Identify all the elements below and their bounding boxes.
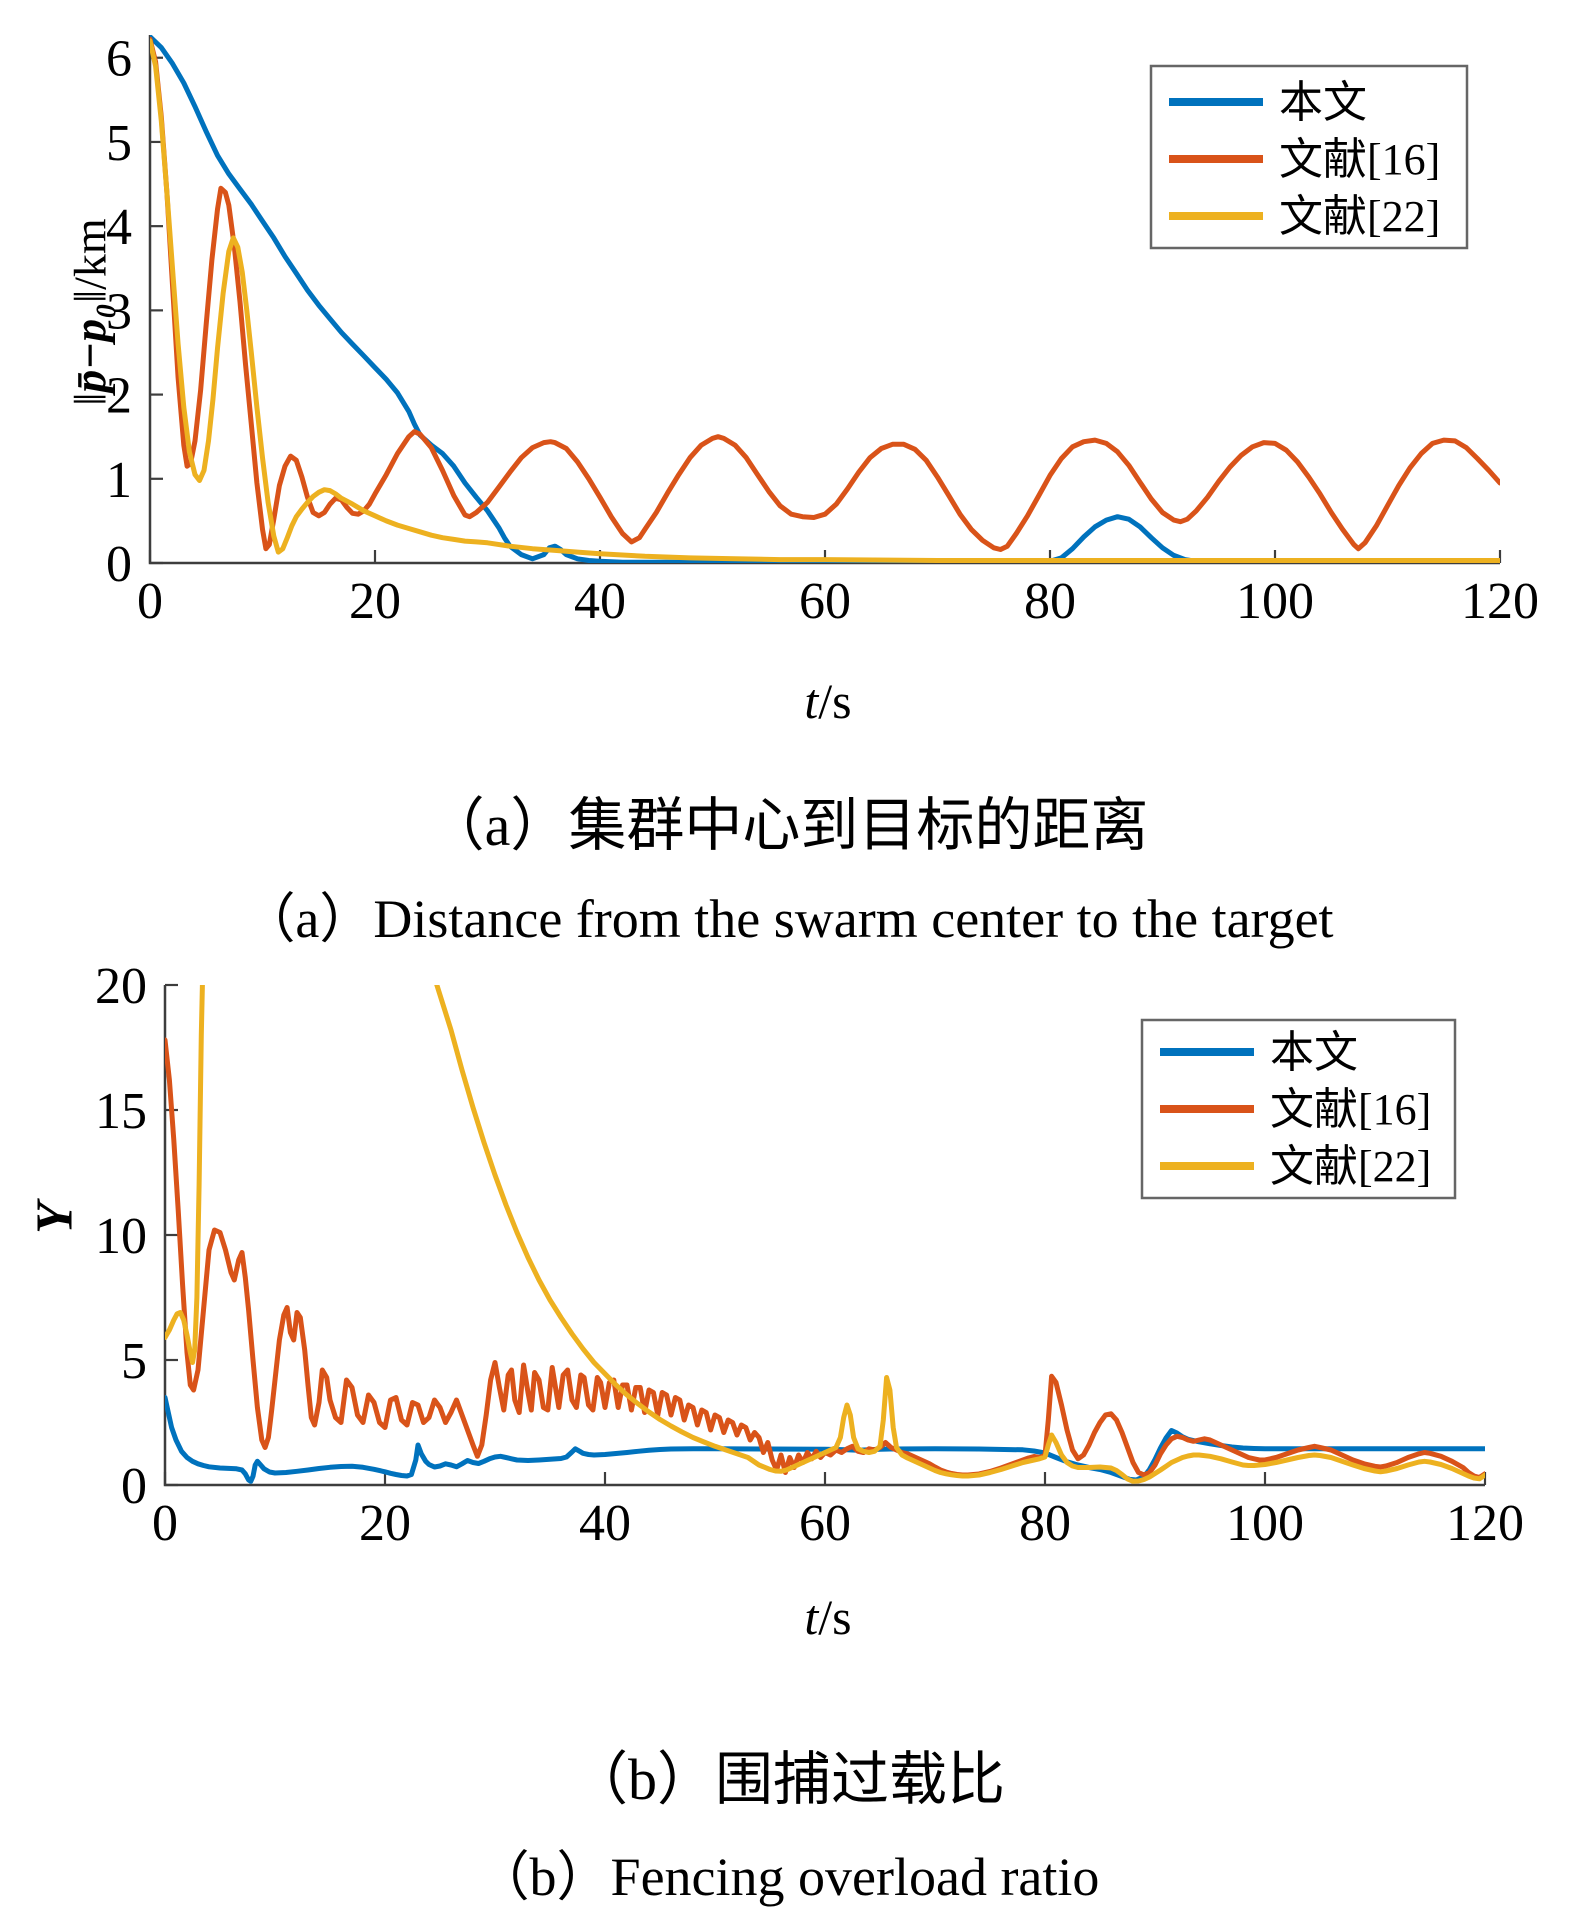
y-tick-label: 5 [121,1333,147,1390]
ylabel-a-norm-open: ‖ [64,392,116,406]
x-tick-label: 100 [1226,1495,1304,1552]
xlabel-a-unit: /s [818,673,852,729]
y-tick-label: 5 [106,115,132,172]
caption-a-english: （a）Distance from the swarm center to the… [241,889,1334,949]
x-tick-label: 80 [1024,573,1076,630]
xlabel-a-variable: t [804,673,819,729]
chart-b-y-axis-label: Υ [26,1202,85,1234]
xlabel-b-variable: t [804,1589,819,1645]
chart-b-x-axis-label: t/s [804,1588,851,1646]
legend-label-0: 本文 [1279,78,1367,127]
series-line-2 [150,38,1500,563]
series-line-0 [150,35,1500,563]
y-tick-label: 15 [95,1083,147,1140]
x-tick-label: 40 [579,1495,631,1552]
legend-label-1: 文献[16] [1270,1085,1431,1134]
x-tick-label: 80 [1019,1495,1071,1552]
x-tick-label: 120 [1446,1495,1524,1552]
x-tick-label: 60 [799,573,851,630]
ylabel-a-variable: p̄−p₀ [64,302,116,393]
x-tick-label: 40 [574,573,626,630]
y-tick-label: 1 [106,452,132,509]
x-tick-label: 100 [1236,573,1314,630]
xlabel-b-unit: /s [818,1589,852,1645]
series-line-1 [165,1037,1485,1480]
y-tick-label: 4 [106,199,132,256]
x-tick-label: 0 [152,1495,178,1552]
y-tick-label: 10 [95,1208,147,1265]
legend-label-2: 文献[22] [1279,192,1440,241]
y-tick-label: 2 [106,368,132,425]
y-tick-label: 0 [106,536,132,593]
x-tick-label: 20 [359,1495,411,1552]
ylabel-a-unit: ‖/km [64,218,116,303]
series-line-2 [165,985,1485,1484]
x-tick-label: 0 [137,573,163,630]
caption-b-english: （b）Fencing overload ratio [475,1847,1100,1907]
chart-a-y-axis-label: ‖p̄−p₀‖/km [64,218,117,405]
y-tick-label: 6 [106,31,132,88]
y-tick-label: 20 [95,958,147,1015]
y-tick-label: 3 [106,283,132,340]
x-tick-label: 60 [799,1495,851,1552]
caption-b-chinese: （b）围捕过载比 [569,1747,1005,1812]
y-tick-label: 0 [121,1458,147,1515]
x-tick-label: 20 [349,573,401,630]
caption-a-chinese: （a）集群中心到目标的距离 [426,793,1149,858]
chart-a-x-axis-label: t/s [804,672,851,730]
legend-label-0: 本文 [1270,1028,1358,1077]
series-line-1 [150,36,1500,552]
x-tick-label: 120 [1461,573,1539,630]
ylabel-b-variable: Υ [26,1202,84,1234]
legend-label-1: 文献[16] [1279,135,1440,184]
legend-label-2: 文献[22] [1270,1142,1431,1191]
